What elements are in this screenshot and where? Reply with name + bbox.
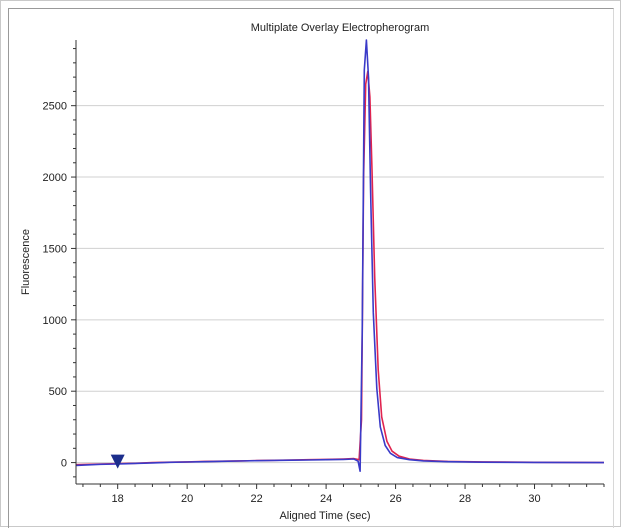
x-tick-labels: 18 20 22 24 26 28 30 (112, 493, 541, 505)
x-tick-label: 20 (181, 493, 193, 505)
time-marker-triangle (110, 454, 125, 469)
marker-layer (110, 454, 125, 469)
y-tick-label: 1000 (43, 315, 67, 327)
x-tick-label: 18 (112, 493, 124, 505)
y-tick-label: 500 (49, 386, 67, 398)
y-tick-label: 1500 (43, 243, 67, 255)
chart-frame (8, 8, 614, 528)
y-tick-label: 0 (61, 458, 67, 470)
x-axis-title: Aligned Time (sec) (279, 510, 370, 522)
axes (71, 40, 605, 489)
series-line-2 (75, 39, 605, 473)
x-tick-label: 30 (528, 493, 540, 505)
plot-area (76, 40, 604, 484)
x-tick-label: 28 (459, 493, 471, 505)
y-tick-labels: 0 500 1000 1500 2000 2500 (43, 101, 67, 470)
y-tick-label: 2000 (43, 172, 67, 184)
y-axis-title: Fluorescence (20, 229, 32, 295)
series-lines (75, 39, 605, 473)
x-tick-label: 22 (251, 493, 263, 505)
chart-title: Multiplate Overlay Electropherogram (251, 22, 430, 34)
y-tick-label: 2500 (43, 101, 67, 113)
x-tick-label: 24 (320, 493, 332, 505)
x-tick-label: 26 (389, 493, 401, 505)
